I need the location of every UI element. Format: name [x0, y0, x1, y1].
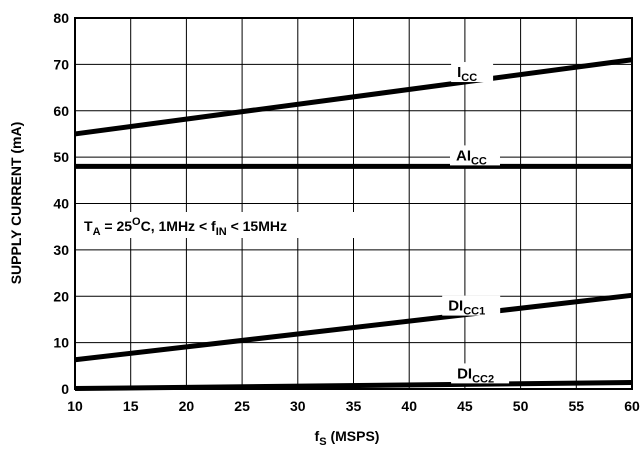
annotation-text: TA = 25OC, 1MHz < fIN < 15MHz [84, 216, 287, 238]
x-tick-label: 40 [401, 398, 417, 414]
x-tick-labels: 10 15 20 25 30 35 40 45 50 55 60 [67, 398, 640, 414]
x-tick-label: 55 [569, 398, 585, 414]
series-label: ICC [457, 64, 477, 84]
y-tick-label: 70 [53, 56, 69, 72]
annot-degree: O [132, 216, 141, 228]
x-axis-title-unit: (MSPS) [327, 428, 380, 444]
annot-t-sub: A [93, 226, 101, 238]
y-tick-label: 80 [53, 10, 69, 26]
x-tick-label: 30 [290, 398, 306, 414]
condition-annotation: TA = 25OC, 1MHz < fIN < 15MHz [80, 212, 380, 238]
x-tick-label: 50 [513, 398, 529, 414]
plot-frame [74, 17, 633, 390]
series-line [74, 57, 633, 137]
series-line [74, 292, 633, 363]
x-tick-label: 45 [457, 398, 473, 414]
annot-end: < 15MHz [227, 218, 287, 234]
x-axis-title: fS (MSPS) [315, 428, 380, 448]
series-label: AICC [456, 147, 487, 167]
y-tick-labels: 0 10 20 30 40 50 60 70 80 [53, 10, 69, 397]
series-line [74, 380, 633, 392]
x-tick-label: 25 [234, 398, 250, 414]
series-label-background [442, 295, 501, 316]
y-tick-label: 10 [53, 335, 69, 351]
y-axis-title: SUPPLY CURRENT (mA) [8, 122, 24, 285]
annot-t: T [84, 218, 93, 234]
x-tick-label: 35 [346, 398, 362, 414]
grid [74, 17, 633, 390]
series-label: DICC1 [448, 298, 485, 318]
x-axis-title-sub: S [319, 436, 326, 448]
y-tick-label: 20 [53, 288, 69, 304]
y-tick-label: 50 [53, 149, 69, 165]
annotation-background [80, 212, 380, 238]
series-label: DICC2 [457, 365, 494, 385]
y-tick-label: 60 [53, 103, 69, 119]
y-tick-label: 0 [61, 381, 69, 397]
x-tick-label: 10 [67, 398, 83, 414]
y-tick-label: 30 [53, 242, 69, 258]
y-tick-label: 40 [53, 196, 69, 212]
x-tick-label: 15 [123, 398, 139, 414]
series-label-background [451, 62, 494, 83]
annot-f-sub: IN [216, 226, 227, 238]
series-lines [74, 57, 633, 392]
annot-rest: C, 1MHz < f [141, 218, 216, 234]
series-label-background [451, 363, 510, 384]
x-tick-label: 60 [624, 398, 640, 414]
x-tick-label: 20 [179, 398, 195, 414]
series-labels: ICC AICC DICC1 DICC2 [442, 62, 510, 385]
annot-t-mid: = 25 [101, 218, 133, 234]
series-label-background [449, 145, 500, 166]
x-axis-title-main: f [315, 428, 320, 444]
